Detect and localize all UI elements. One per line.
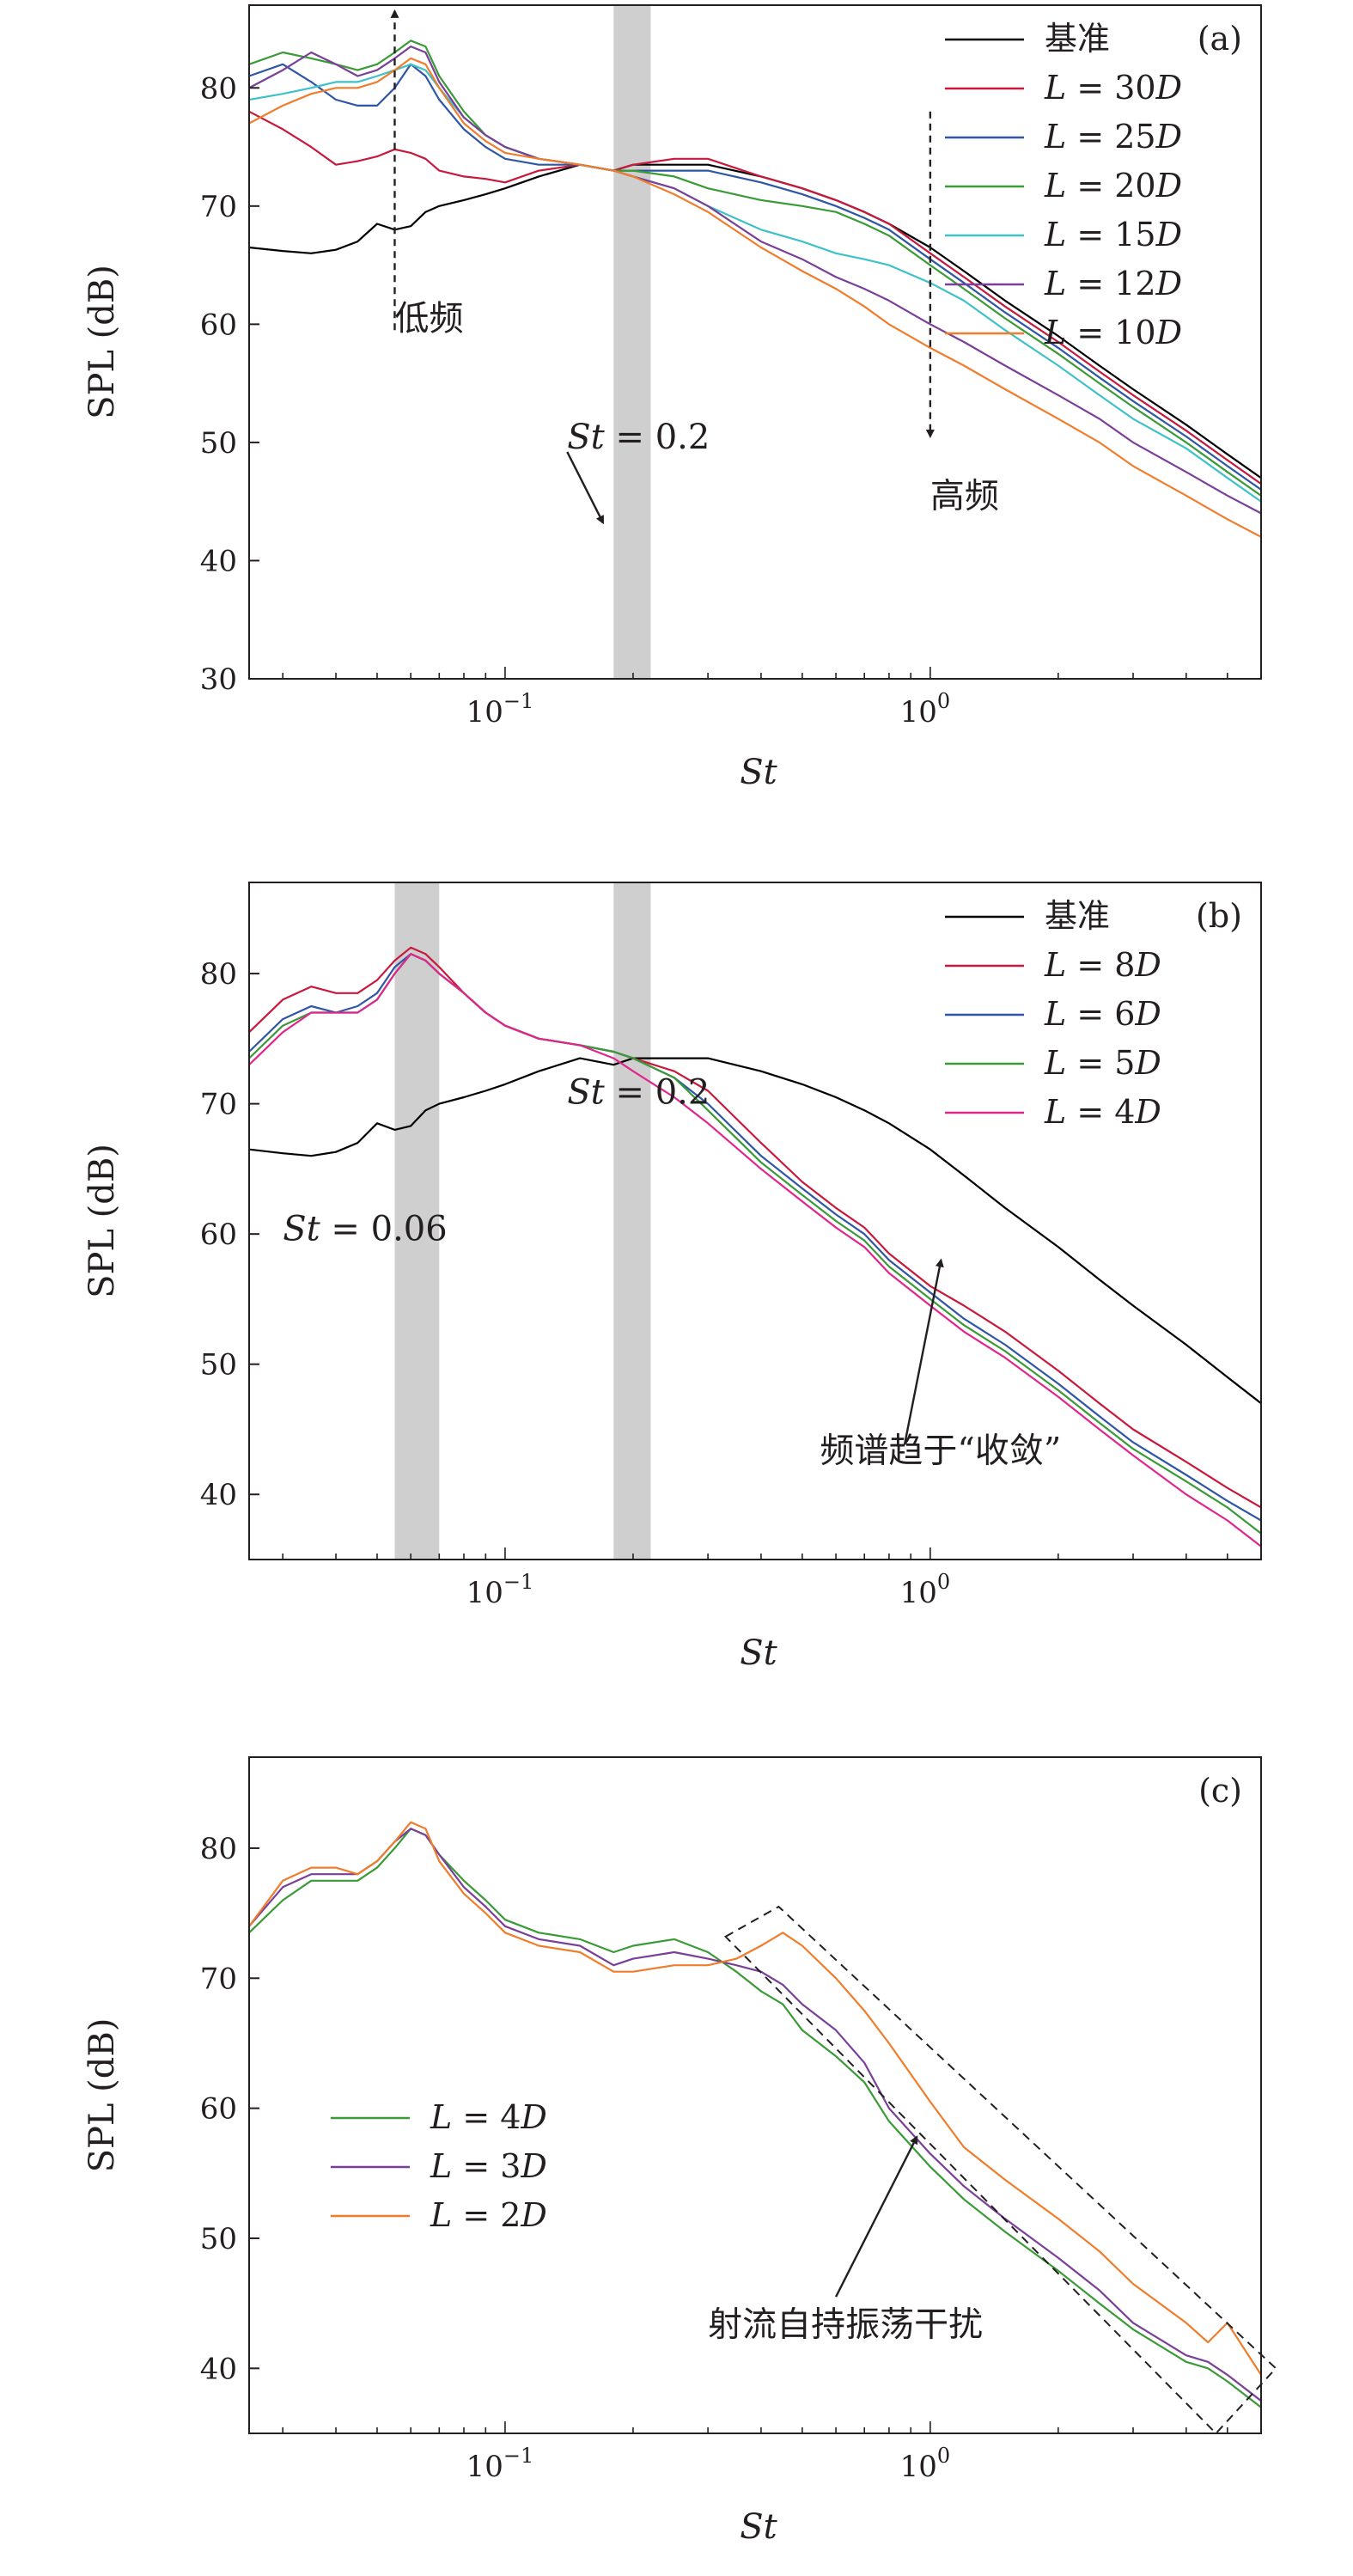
- annotation-1: St = 0.2: [567, 1073, 710, 1113]
- annotation-2: St = 0.2: [567, 418, 710, 457]
- y-tick-label: 60: [200, 1218, 237, 1252]
- legend-label-2: L = 6D: [1044, 995, 1161, 1033]
- annotation-0: 低频: [394, 299, 463, 339]
- y-axis-title: SPL (dB): [82, 265, 122, 419]
- legend-label-4: L = 15D: [1044, 216, 1182, 253]
- shaded-band: [613, 5, 651, 679]
- y-tick-label: 40: [200, 1478, 237, 1512]
- dashed-region-box: [723, 1905, 1277, 2435]
- series-line-6: [249, 57, 1261, 538]
- y-tick-label: 60: [200, 308, 237, 342]
- series-group: [249, 946, 1261, 1547]
- panel-label: (a): [1198, 20, 1242, 58]
- legend-label-4: L = 4D: [1044, 1093, 1161, 1131]
- annotation-1: 高频: [930, 477, 999, 516]
- y-tick-label: 50: [200, 2222, 237, 2256]
- series-line-2: [249, 1821, 1261, 2376]
- legend-label-5: L = 12D: [1044, 265, 1182, 302]
- legend-label-3: L = 5D: [1044, 1044, 1161, 1082]
- annotation-arrow: [835, 2135, 918, 2298]
- shaded-band: [613, 882, 651, 1560]
- x-tick-label: 100: [900, 1570, 951, 1610]
- legend-label-0: 基准: [1045, 897, 1110, 935]
- shaded-band: [394, 882, 440, 1560]
- plot-frame: [248, 1756, 1262, 2434]
- x-axis-title: St: [740, 753, 777, 792]
- legend-label-0: 基准: [1045, 20, 1110, 58]
- x-tick-label: 100: [900, 2444, 951, 2484]
- y-tick-label: 70: [200, 1962, 237, 1996]
- x-axis-title: St: [740, 2507, 777, 2547]
- x-tick-label: 10−1: [466, 2444, 534, 2484]
- chart-panel-c: 40 50 60 70 80 10−1 100 St SPL (dB) (c) L = 4D L = …: [82, 1756, 1277, 2547]
- y-tick-label: 70: [200, 1088, 237, 1122]
- y-axis-title: SPL (dB): [82, 2018, 122, 2173]
- y-tick-label: 50: [200, 426, 237, 461]
- chart-panel-b: 40 50 60 70 80 10−1 100 St SPL (dB) (b) 基准 L = 8D L …: [82, 882, 1262, 1673]
- legend-label-2: L = 2D: [430, 2196, 547, 2234]
- legend-label-1: L = 3D: [430, 2147, 547, 2185]
- annotation-arrow: [903, 1258, 944, 1445]
- legend-label-2: L = 25D: [1044, 118, 1182, 156]
- series-line-1: [249, 110, 1261, 485]
- x-axis-title: St: [740, 1633, 777, 1673]
- y-tick-label: 40: [200, 544, 237, 578]
- y-tick-label: 30: [200, 662, 237, 697]
- series-line-0: [249, 1828, 1261, 2408]
- x-tick-label: 10−1: [466, 1570, 534, 1610]
- y-tick-label: 80: [200, 71, 237, 106]
- series-group: [249, 40, 1261, 538]
- annotation-arrow: [566, 451, 605, 525]
- y-tick-label: 50: [200, 1348, 237, 1383]
- x-tick-label: 100: [900, 689, 951, 729]
- legend-label-0: L = 4D: [430, 2098, 547, 2136]
- y-tick-label: 40: [200, 2352, 237, 2386]
- y-tick-label: 70: [200, 190, 237, 224]
- panel-label: (c): [1198, 1772, 1242, 1810]
- y-tick-label: 60: [200, 2092, 237, 2127]
- panel-label: (b): [1196, 897, 1242, 935]
- y-tick-label: 80: [200, 957, 237, 992]
- x-tick-label: 10−1: [466, 689, 534, 729]
- series-line-4: [249, 953, 1261, 1547]
- annotation-0: 射流自持振荡干扰: [708, 2304, 983, 2344]
- legend-label-6: L = 10D: [1044, 314, 1182, 351]
- plot-frame: [248, 4, 1262, 680]
- series-line-3: [249, 40, 1261, 497]
- plot-frame: [248, 882, 1262, 1560]
- legend-label-3: L = 20D: [1044, 167, 1182, 204]
- y-axis-title: SPL (dB): [82, 1144, 122, 1298]
- annotation-2: 频谱趋于“收敛”: [820, 1431, 1061, 1470]
- legend-label-1: L = 8D: [1044, 946, 1161, 984]
- legend-label-1: L = 30D: [1044, 69, 1182, 107]
- annotation-0: St = 0.06: [283, 1210, 447, 1249]
- chart-panel-a: 30 40 50 60 70 80 10−1 100 St SPL (dB) (a) 基准 L = 30…: [82, 4, 1262, 792]
- series-group: [249, 1821, 1261, 2408]
- y-tick-label: 80: [200, 1832, 237, 1866]
